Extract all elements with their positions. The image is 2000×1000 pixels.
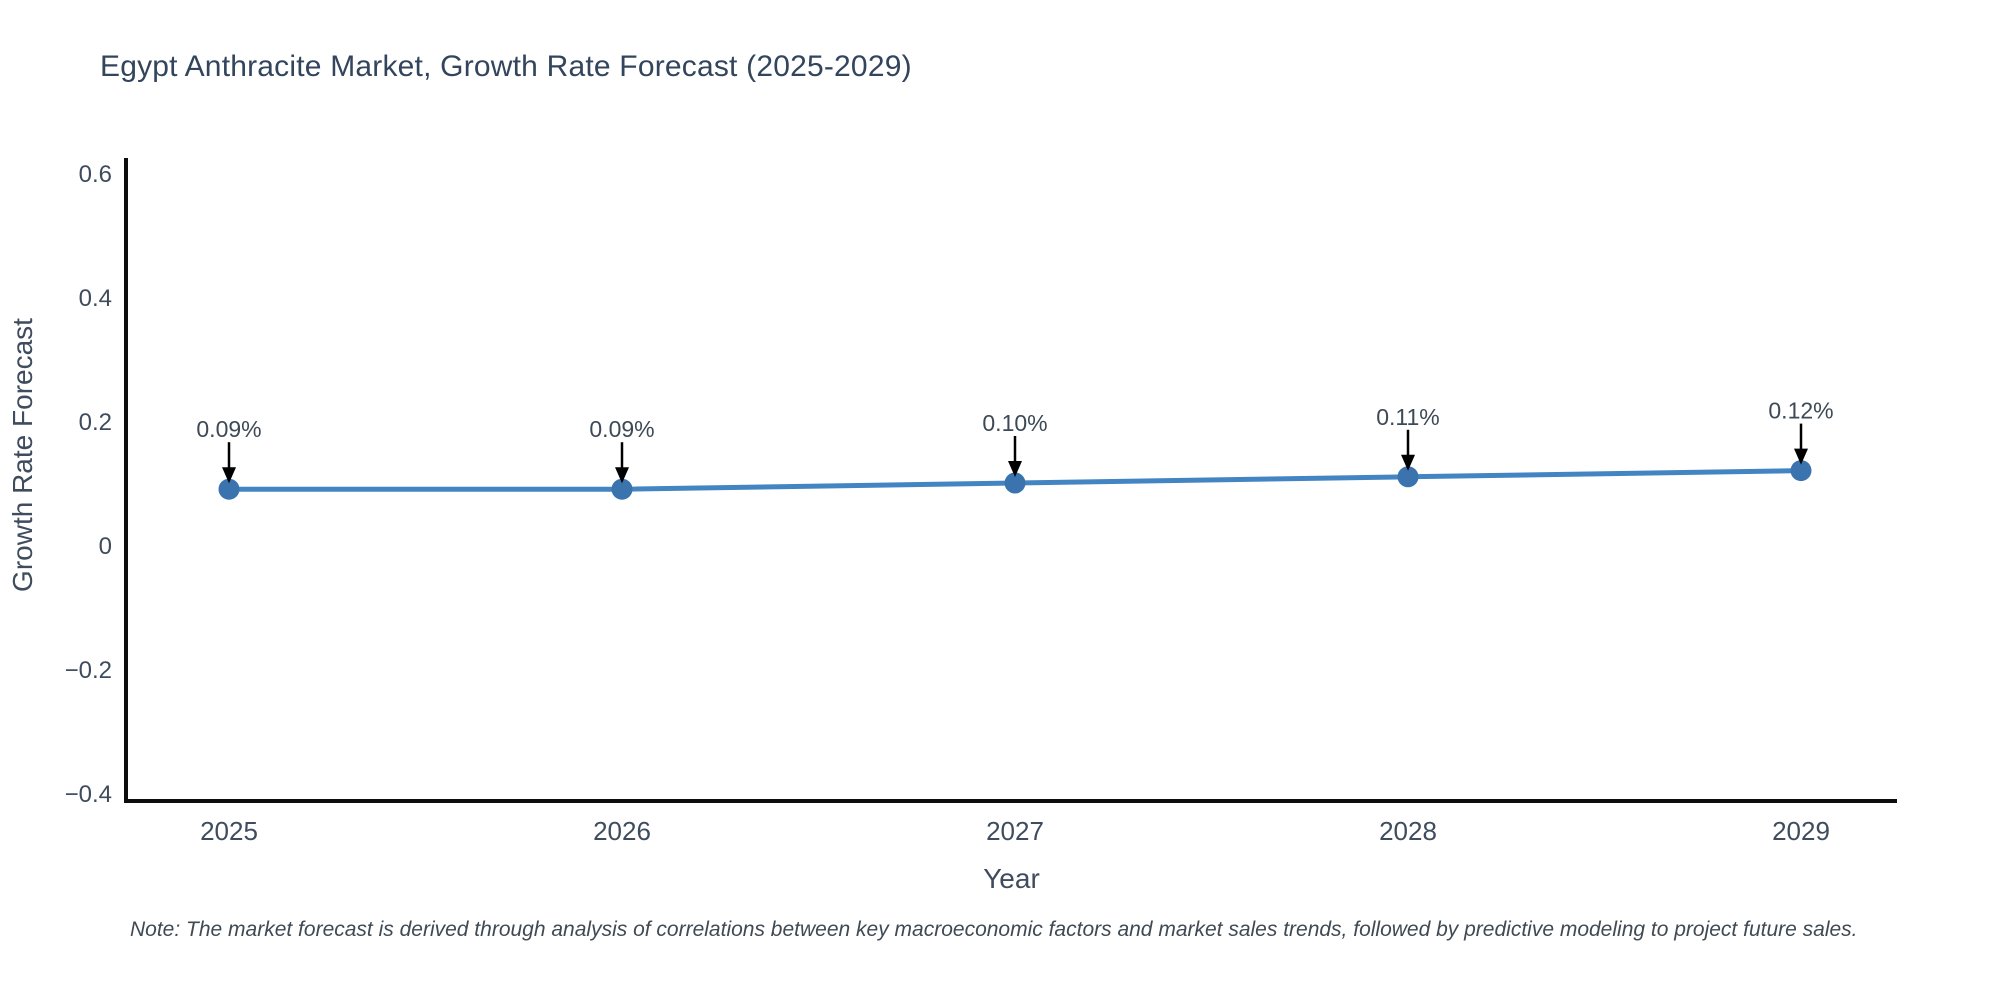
x-tick-label: 2029 <box>1772 816 1830 846</box>
point-value-label: 0.09% <box>196 416 261 442</box>
y-tick-label: 0.2 <box>79 409 112 436</box>
footnote: Note: The market forecast is derived thr… <box>130 918 1858 941</box>
data-point <box>1397 466 1419 488</box>
point-value-label: 0.10% <box>982 410 1047 436</box>
point-value-label: 0.12% <box>1768 398 1833 424</box>
y-tick-label: 0 <box>99 533 112 560</box>
x-tick-label: 2026 <box>593 816 651 846</box>
x-tick-label: 2028 <box>1379 816 1437 846</box>
x-tick-label: 2027 <box>986 816 1044 846</box>
annotation-arrow-head <box>1008 461 1022 477</box>
y-tick-label: 0.4 <box>79 285 112 312</box>
annotation-arrow-head <box>1401 454 1415 471</box>
data-point <box>218 478 240 500</box>
point-value-label: 0.09% <box>589 416 654 442</box>
x-tick-label: 2025 <box>200 816 258 846</box>
chart-title: Egypt Anthracite Market, Growth Rate For… <box>100 50 912 83</box>
data-point <box>1004 472 1026 494</box>
data-point <box>611 478 633 500</box>
y-tick-label: −0.4 <box>65 781 112 808</box>
data-point <box>1790 460 1812 482</box>
point-value-label: 0.11% <box>1376 404 1440 430</box>
x-axis-title: Year <box>983 863 1040 894</box>
annotation-arrow-head <box>222 467 236 484</box>
y-tick-label: 0.6 <box>79 161 112 188</box>
annotation-arrow-head <box>1794 448 1808 465</box>
annotation-arrow-head <box>615 467 629 484</box>
y-tick-label: −0.2 <box>65 657 112 684</box>
y-axis-title: Growth Rate Forecast <box>7 318 38 592</box>
